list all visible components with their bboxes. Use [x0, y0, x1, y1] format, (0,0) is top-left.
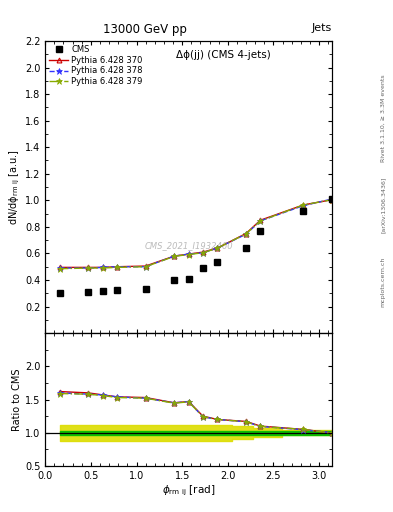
CMS — [114, 287, 119, 293]
Pythia 6.428 379 — [143, 264, 148, 270]
Pythia 6.428 370 — [301, 202, 306, 208]
CMS — [143, 286, 148, 292]
Text: Rivet 3.1.10, ≥ 3.3M events: Rivet 3.1.10, ≥ 3.3M events — [381, 74, 386, 162]
Pythia 6.428 378 — [86, 265, 90, 271]
Pythia 6.428 378 — [172, 253, 176, 259]
CMS — [186, 276, 191, 283]
CMS — [258, 228, 263, 234]
Y-axis label: Ratio to CMS: Ratio to CMS — [12, 368, 22, 431]
Pythia 6.428 370 — [244, 230, 248, 237]
Pythia 6.428 379 — [301, 202, 306, 208]
CMS — [244, 245, 248, 251]
X-axis label: $\phi_\mathrm{rm\ ij}$ [rad]: $\phi_\mathrm{rm\ ij}$ [rad] — [162, 483, 215, 498]
Pythia 6.428 370 — [114, 264, 119, 270]
Pythia 6.428 378 — [143, 264, 148, 270]
Pythia 6.428 370 — [186, 251, 191, 257]
Pythia 6.428 370 — [100, 264, 105, 270]
Pythia 6.428 378 — [57, 265, 62, 271]
Pythia 6.428 370 — [330, 197, 334, 203]
Pythia 6.428 370 — [200, 249, 205, 255]
Pythia 6.428 370 — [143, 263, 148, 269]
Pythia 6.428 379 — [330, 197, 334, 203]
Pythia 6.428 379 — [57, 266, 62, 272]
Pythia 6.428 379 — [215, 245, 220, 251]
Pythia 6.428 379 — [86, 265, 90, 271]
Pythia 6.428 370 — [258, 217, 263, 223]
CMS — [100, 288, 105, 294]
Text: CMS_2021_I1932460: CMS_2021_I1932460 — [144, 241, 233, 250]
Pythia 6.428 379 — [200, 250, 205, 256]
Text: 13000 GeV pp: 13000 GeV pp — [103, 23, 187, 36]
Line: Pythia 6.428 379: Pythia 6.428 379 — [57, 197, 335, 272]
Pythia 6.428 370 — [215, 245, 220, 251]
CMS — [301, 208, 306, 214]
CMS — [330, 196, 334, 202]
Pythia 6.428 378 — [186, 251, 191, 257]
CMS — [200, 265, 205, 271]
Pythia 6.428 378 — [258, 218, 263, 224]
Line: Pythia 6.428 378: Pythia 6.428 378 — [57, 196, 335, 271]
Pythia 6.428 378 — [215, 245, 220, 251]
Y-axis label: dN/dϕ$_\mathrm{rm\ ij}$ [a.u.]: dN/dϕ$_\mathrm{rm\ ij}$ [a.u.] — [7, 150, 22, 225]
Pythia 6.428 378 — [301, 203, 306, 209]
Pythia 6.428 379 — [172, 253, 176, 260]
Pythia 6.428 370 — [86, 264, 90, 270]
Pythia 6.428 378 — [330, 196, 334, 202]
Pythia 6.428 370 — [172, 253, 176, 259]
Text: Jets: Jets — [312, 23, 332, 33]
Line: Pythia 6.428 370: Pythia 6.428 370 — [57, 197, 334, 270]
Pythia 6.428 378 — [200, 250, 205, 256]
Text: Δϕ(jj) (CMS 4-jets): Δϕ(jj) (CMS 4-jets) — [176, 50, 270, 60]
Text: [arXiv:1306.3436]: [arXiv:1306.3436] — [381, 177, 386, 233]
Pythia 6.428 378 — [244, 231, 248, 237]
Pythia 6.428 379 — [114, 264, 119, 270]
Pythia 6.428 379 — [258, 218, 263, 224]
Pythia 6.428 378 — [114, 264, 119, 270]
Pythia 6.428 379 — [244, 231, 248, 237]
Pythia 6.428 370 — [57, 264, 62, 270]
Text: mcplots.cern.ch: mcplots.cern.ch — [381, 257, 386, 307]
Pythia 6.428 378 — [100, 264, 105, 270]
Legend: CMS, Pythia 6.428 370, Pythia 6.428 378, Pythia 6.428 379: CMS, Pythia 6.428 370, Pythia 6.428 378,… — [48, 44, 144, 88]
CMS — [172, 277, 176, 283]
CMS — [57, 290, 62, 296]
Line: CMS: CMS — [57, 196, 335, 295]
CMS — [215, 259, 220, 265]
Pythia 6.428 379 — [186, 251, 191, 258]
CMS — [86, 289, 90, 295]
Pythia 6.428 379 — [100, 265, 105, 271]
